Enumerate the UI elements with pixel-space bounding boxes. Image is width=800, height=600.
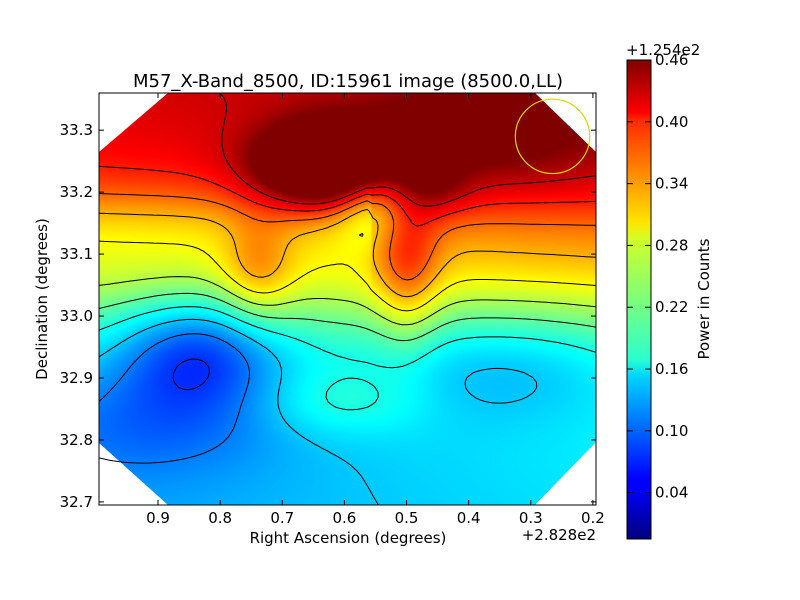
colorbar-label: Power in Counts xyxy=(695,238,713,359)
colorbar-tick-label: 0.46 xyxy=(655,51,688,69)
y-tick-label: 32.9 xyxy=(60,369,93,387)
y-tick-label: 32.7 xyxy=(60,493,93,511)
contour-line xyxy=(99,306,596,411)
y-axis-ticks: 33.3 33.2 33.1 33.0 32.9 32.8 32.7 xyxy=(60,121,596,511)
colorbar-tick-label: 0.04 xyxy=(655,484,688,502)
heatmap-image xyxy=(99,93,596,505)
colorbar xyxy=(626,59,652,540)
x-tick-label: 0.4 xyxy=(457,509,481,527)
contour-line xyxy=(99,193,596,281)
colorbar-ticks: 0.46 0.40 0.34 0.28 0.22 0.16 0.10 0.04 xyxy=(627,51,688,502)
heatmap-raster xyxy=(99,93,596,505)
contour-line xyxy=(219,93,596,207)
x-axis-offset: +2.828e2 xyxy=(522,526,596,544)
x-tick-label: 0.7 xyxy=(270,509,294,527)
x-tick-label: 0.3 xyxy=(519,509,543,527)
colorbar-tick-label: 0.22 xyxy=(655,298,688,316)
colorbar-tick-label: 0.10 xyxy=(655,422,688,440)
contour-line xyxy=(99,232,596,312)
x-axis-ticks: 0.9 0.8 0.7 0.6 0.5 0.4 0.3 0.2 xyxy=(146,93,605,527)
chart-title: M57_X-Band_8500, ID:15961 image (8500.0,… xyxy=(133,71,563,92)
colorbar-offset: +1.254e2 xyxy=(626,41,700,59)
colorbar-tick-label: 0.28 xyxy=(655,236,688,254)
x-tick-label: 0.9 xyxy=(146,509,170,527)
x-tick-label: 0.8 xyxy=(208,509,232,527)
contour-line xyxy=(99,165,596,227)
contour-line xyxy=(172,358,210,391)
y-tick-label: 33.1 xyxy=(60,245,93,263)
contour-line xyxy=(99,333,250,464)
contour-line xyxy=(99,208,596,298)
contour-lines xyxy=(99,93,596,505)
plot-frame xyxy=(98,92,597,506)
colorbar-tick-label: 0.34 xyxy=(655,175,688,193)
y-tick-label: 33.0 xyxy=(60,307,93,325)
y-tick-label: 33.3 xyxy=(60,121,93,139)
colorbar-tick-label: 0.40 xyxy=(655,113,688,131)
x-tick-label: 0.6 xyxy=(332,509,356,527)
contour-line xyxy=(99,318,538,505)
contour-line xyxy=(99,276,596,326)
y-axis-label: Declination (degrees) xyxy=(33,218,51,380)
colorbar-tick-label: 0.16 xyxy=(655,360,688,378)
contour-line xyxy=(99,292,596,342)
x-axis-label: Right Ascension (degrees) xyxy=(250,529,447,547)
y-tick-label: 33.2 xyxy=(60,183,93,201)
x-tick-label: 0.2 xyxy=(581,509,605,527)
beam-circle xyxy=(514,98,591,175)
x-tick-label: 0.5 xyxy=(395,509,419,527)
y-tick-label: 32.8 xyxy=(60,431,93,449)
